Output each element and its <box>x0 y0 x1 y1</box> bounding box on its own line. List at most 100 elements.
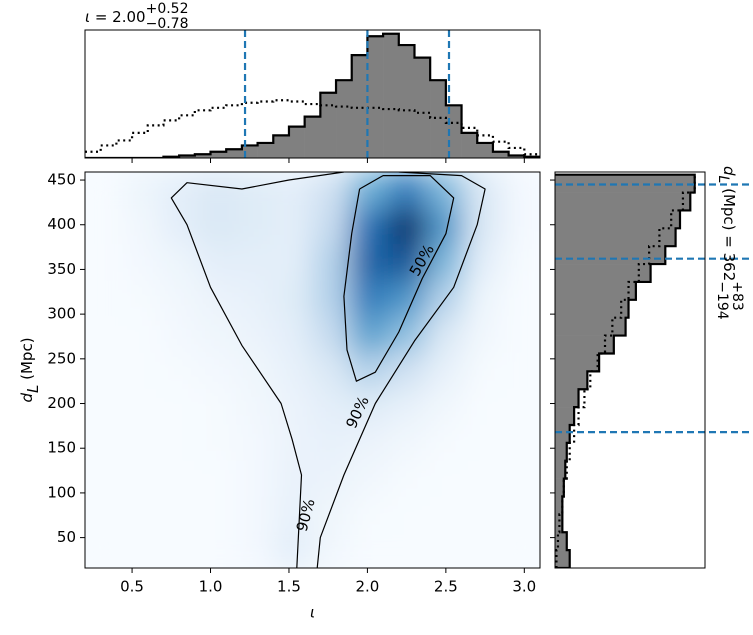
heatmap-cell <box>198 315 238 353</box>
heatmap-cell <box>501 351 540 389</box>
heatmap-cell <box>236 315 276 353</box>
heatmap-cell <box>85 315 124 353</box>
x-tick-label: 1.5 <box>277 578 301 596</box>
heatmap-cell <box>160 279 200 317</box>
heatmap-cell <box>85 495 124 533</box>
heatmap-cell <box>425 495 465 533</box>
heatmap-cell <box>85 531 124 568</box>
heatmap-cell <box>501 207 540 245</box>
histogram-bar <box>555 514 563 533</box>
histogram-bar <box>320 92 337 158</box>
heatmap-cell <box>160 243 200 281</box>
heatmap-cell <box>463 279 503 317</box>
histogram-bar <box>555 550 570 568</box>
heatmap-cell <box>236 459 276 497</box>
heatmap-cell <box>349 172 389 209</box>
heatmap-cell <box>312 387 351 425</box>
histogram-bar <box>555 228 676 247</box>
heatmap-cell <box>198 207 238 245</box>
heatmap-cell <box>198 387 238 425</box>
heatmap-cell <box>387 315 427 353</box>
histogram-bar <box>555 442 567 462</box>
heatmap-cell <box>122 243 162 281</box>
heatmap-cell <box>349 243 389 281</box>
heatmap-cell <box>387 387 427 425</box>
heatmap-cell <box>387 172 427 209</box>
heatmap-cell <box>501 279 540 317</box>
heatmap-cell <box>425 315 465 353</box>
heatmap-cell <box>387 351 427 389</box>
heatmap-cell <box>198 423 238 461</box>
histogram-bar <box>555 460 566 479</box>
axes-frame <box>84 29 541 159</box>
heatmap-cell <box>463 531 503 568</box>
heatmap-cell <box>463 207 503 245</box>
heatmap-cell <box>122 387 162 425</box>
histogram-bar <box>555 532 567 551</box>
heatmap-cell <box>122 531 162 568</box>
heatmap-cell <box>501 459 540 497</box>
title-var: ι <box>85 8 90 26</box>
heatmap-cell <box>387 423 427 461</box>
y-axis-label-sub: L <box>24 385 42 393</box>
heatmap-cell <box>312 423 351 461</box>
heatmap-cell <box>122 279 162 317</box>
heatmap-cell <box>160 387 200 425</box>
heatmap-cell <box>501 315 540 353</box>
heatmap-cell <box>85 207 124 245</box>
heatmap-cell <box>387 279 427 317</box>
heatmap-cell <box>122 495 162 533</box>
heatmap-cell <box>425 459 465 497</box>
x-tick-label: 3.0 <box>512 578 536 596</box>
heatmap-cell <box>274 387 313 425</box>
heatmap-cell <box>387 495 427 533</box>
heatmap-cell <box>198 243 238 281</box>
heatmap-cell <box>85 423 124 461</box>
heatmap-cell <box>122 172 162 209</box>
heatmap-cell <box>198 172 238 209</box>
heatmap-cell <box>312 172 351 209</box>
y-axis-label-text: (Mpc) <box>18 337 36 384</box>
histogram-bar <box>555 371 588 390</box>
histogram-bar <box>492 151 509 158</box>
histogram <box>85 30 540 158</box>
histogram-bar <box>226 149 243 158</box>
heatmap-cell <box>160 459 200 497</box>
histogram-bar <box>555 281 636 301</box>
heatmap-cell <box>501 531 540 568</box>
heatmap-cell <box>122 315 162 353</box>
heatmap <box>85 172 540 568</box>
heatmap-cell <box>160 423 200 461</box>
x-tick-label: 2.0 <box>355 578 379 596</box>
heatmap-cell <box>312 351 351 389</box>
heatmap-cell <box>425 531 465 568</box>
title-var-sub: L <box>715 176 731 184</box>
title-sup: +0.52 <box>146 1 189 17</box>
heatmap-cell <box>274 243 313 281</box>
histogram-bar <box>555 407 575 426</box>
heatmap-cell <box>236 423 276 461</box>
histogram-bar <box>179 155 196 158</box>
y-tick-label: 400 <box>47 215 76 233</box>
heatmap-cell <box>387 459 427 497</box>
heatmap-cell <box>349 531 389 568</box>
histogram-bar <box>555 478 564 497</box>
histogram-bar <box>555 389 579 408</box>
y-tick-label: 350 <box>47 260 76 278</box>
histogram-bar <box>351 55 368 158</box>
heatmap-cell <box>425 351 465 389</box>
contour-line <box>170 172 486 568</box>
heatmap-cell <box>236 531 276 568</box>
contours <box>170 172 486 568</box>
heatmap-cell <box>387 243 427 281</box>
heatmap-cell <box>85 459 124 497</box>
heatmap-cell <box>85 351 124 389</box>
heatmap-cell <box>122 423 162 461</box>
heatmap-cell <box>425 207 465 245</box>
heatmap-cell <box>122 459 162 497</box>
heatmap-cell <box>274 423 313 461</box>
heatmap-cell <box>198 351 238 389</box>
x-tick-label: 0.5 <box>120 578 144 596</box>
heatmap-cell <box>463 387 503 425</box>
heatmap-cell <box>349 315 389 353</box>
